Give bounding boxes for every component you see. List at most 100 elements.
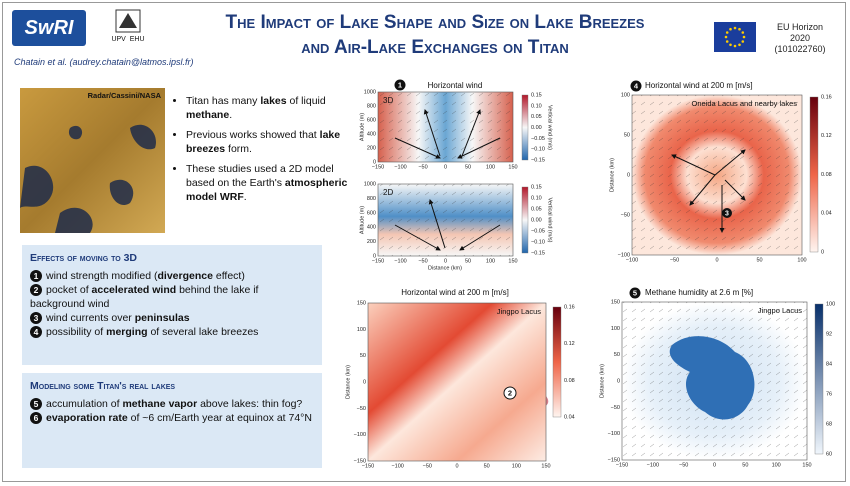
- x-tick-label: −50: [418, 164, 427, 170]
- x-tick-label: −50: [423, 463, 432, 469]
- x-axis-label: Distance (km): [428, 265, 462, 271]
- item-number: 5: [30, 398, 42, 410]
- y-tick-label: 0: [373, 253, 376, 259]
- plot-inset: Jingpo Lacus: [497, 307, 541, 316]
- y-tick-label: 0: [363, 379, 366, 385]
- panel-number-bg: [629, 287, 641, 299]
- title: The Impact of Lake Shape and Size on Lak…: [170, 10, 700, 60]
- x-tick-label: 0: [444, 258, 447, 264]
- colorbar-tick-label: 0.00: [531, 125, 542, 131]
- text-run: divergence: [157, 270, 213, 282]
- x-tick-label: −50: [418, 258, 427, 264]
- title-line: and Air-Lake Exchanges on Titan: [301, 37, 569, 58]
- funding: EU Horizon 2020 (101022760): [760, 22, 840, 55]
- quiver-field: [378, 184, 513, 256]
- x-tick-label: −50: [679, 462, 688, 468]
- x-tick-label: −50: [670, 257, 679, 263]
- title-line: The Impact of Lake Shape and Size on Lak…: [225, 12, 645, 33]
- funding-line: 2020: [789, 33, 811, 43]
- text-run: lakes: [260, 95, 287, 107]
- marker-bg: [722, 208, 732, 218]
- plot-inset: Jingpo Lacus: [758, 306, 802, 315]
- marker-label: 3: [725, 210, 729, 217]
- x-tick-label: 150: [802, 462, 811, 468]
- colorbar-tick-label: −0.05: [531, 228, 545, 234]
- effects-box: Effects of moving to 3D 1 wind strength mo…: [22, 245, 322, 365]
- text-run: Previous works showed that: [186, 129, 320, 141]
- y-tick-label: 0: [617, 378, 620, 384]
- text-run: evaporation rate: [46, 412, 128, 424]
- text-run: These studies used a 2D model based on t…: [186, 163, 334, 189]
- colorbar: [814, 303, 824, 455]
- star: [729, 27, 732, 31]
- y-axis-label: Altitude (m): [359, 206, 365, 234]
- y-tick-label: 100: [621, 92, 630, 98]
- star: [724, 35, 728, 39]
- y-axis-label: Altitude (m): [359, 113, 365, 141]
- subplot-label: 2D: [383, 188, 393, 197]
- x-tick-label: 100: [772, 462, 781, 468]
- colorbar-tick-label: 0.16: [821, 94, 832, 100]
- colorbar-tick-label: 0.05: [531, 114, 542, 120]
- y-tick-label: 1000: [364, 89, 376, 95]
- star: [738, 43, 741, 47]
- y-axis-label: Distance (km): [599, 364, 605, 398]
- radar-image: Radar/Cassini/NASA: [20, 88, 165, 233]
- colorbar: [809, 96, 819, 253]
- item-number: 1: [30, 270, 42, 282]
- org-logo: SwRI: [12, 10, 86, 46]
- text-run: behind the lake if background wind: [30, 284, 259, 310]
- colorbar-tick-label: −0.10: [531, 147, 545, 153]
- intro-bullets: Titan has many lakes of liquid methane. P…: [174, 94, 354, 210]
- wind-arrows: [394, 109, 746, 251]
- text-run: lake breezes: [186, 129, 341, 155]
- subplot-label: 3D: [383, 96, 393, 105]
- x-tick-label: −150: [362, 463, 374, 469]
- funding-line: EU Horizon: [776, 22, 823, 32]
- colorbar-tick-label: −0.05: [531, 136, 545, 142]
- y-tick-label: −50: [611, 405, 620, 411]
- panel-number-bg: [630, 80, 642, 92]
- text-run: merging: [106, 326, 148, 338]
- y-tick-label: 400: [367, 131, 376, 137]
- text-run: of liquid: [286, 95, 326, 107]
- text-run: of ~6 cm/Earth year at equinox at 74°N: [127, 412, 312, 424]
- x-tick-label: 100: [486, 164, 495, 170]
- star: [733, 44, 737, 48]
- x-tick-label: −100: [391, 463, 403, 469]
- lakes-list: 5 accumulation of methane vapor above lak…: [30, 397, 314, 425]
- text-run: Titan has many: [186, 95, 261, 107]
- y-tick-label: 200: [367, 239, 376, 245]
- colorbar: [521, 94, 529, 161]
- star: [741, 31, 745, 34]
- marker-label: 2: [508, 388, 512, 397]
- y-tick-label: 1000: [364, 181, 376, 187]
- x-tick-label: 0: [444, 164, 447, 170]
- x-tick-label: 0: [713, 462, 716, 468]
- text-run: accelerated wind: [91, 284, 177, 296]
- colorbar-tick-label: 0.04: [564, 414, 575, 420]
- x-tick-label: 150: [541, 463, 550, 469]
- funding-line: (101022760): [774, 44, 826, 54]
- univ-logo: UPV EHU: [98, 8, 158, 50]
- y-tick-label: 150: [357, 300, 366, 306]
- y-tick-label: 50: [624, 132, 630, 138]
- panel-number-bg: [394, 79, 406, 91]
- lake: [669, 336, 755, 420]
- x-tick-label: 100: [512, 463, 521, 469]
- colorbar-tick-label: 60: [826, 451, 832, 457]
- x-tick-label: −150: [372, 258, 384, 264]
- colorbar-tick-label: 0.00: [531, 217, 542, 223]
- y-tick-label: −50: [357, 406, 366, 412]
- colorbar-tick-label: 0.15: [531, 184, 542, 190]
- colorbar-tick-label: 68: [826, 421, 832, 427]
- y-tick-label: −100: [618, 252, 630, 258]
- text-run: .: [229, 109, 233, 121]
- colorbar-tick-label: 0.08: [564, 378, 575, 384]
- text-run: peninsulas: [134, 312, 190, 324]
- star: [738, 27, 741, 31]
- y-tick-label: −150: [608, 457, 620, 463]
- text-run: accumulation of: [46, 398, 123, 410]
- colorbar-tick-label: 92: [826, 331, 832, 337]
- y-tick-label: 0: [373, 159, 376, 165]
